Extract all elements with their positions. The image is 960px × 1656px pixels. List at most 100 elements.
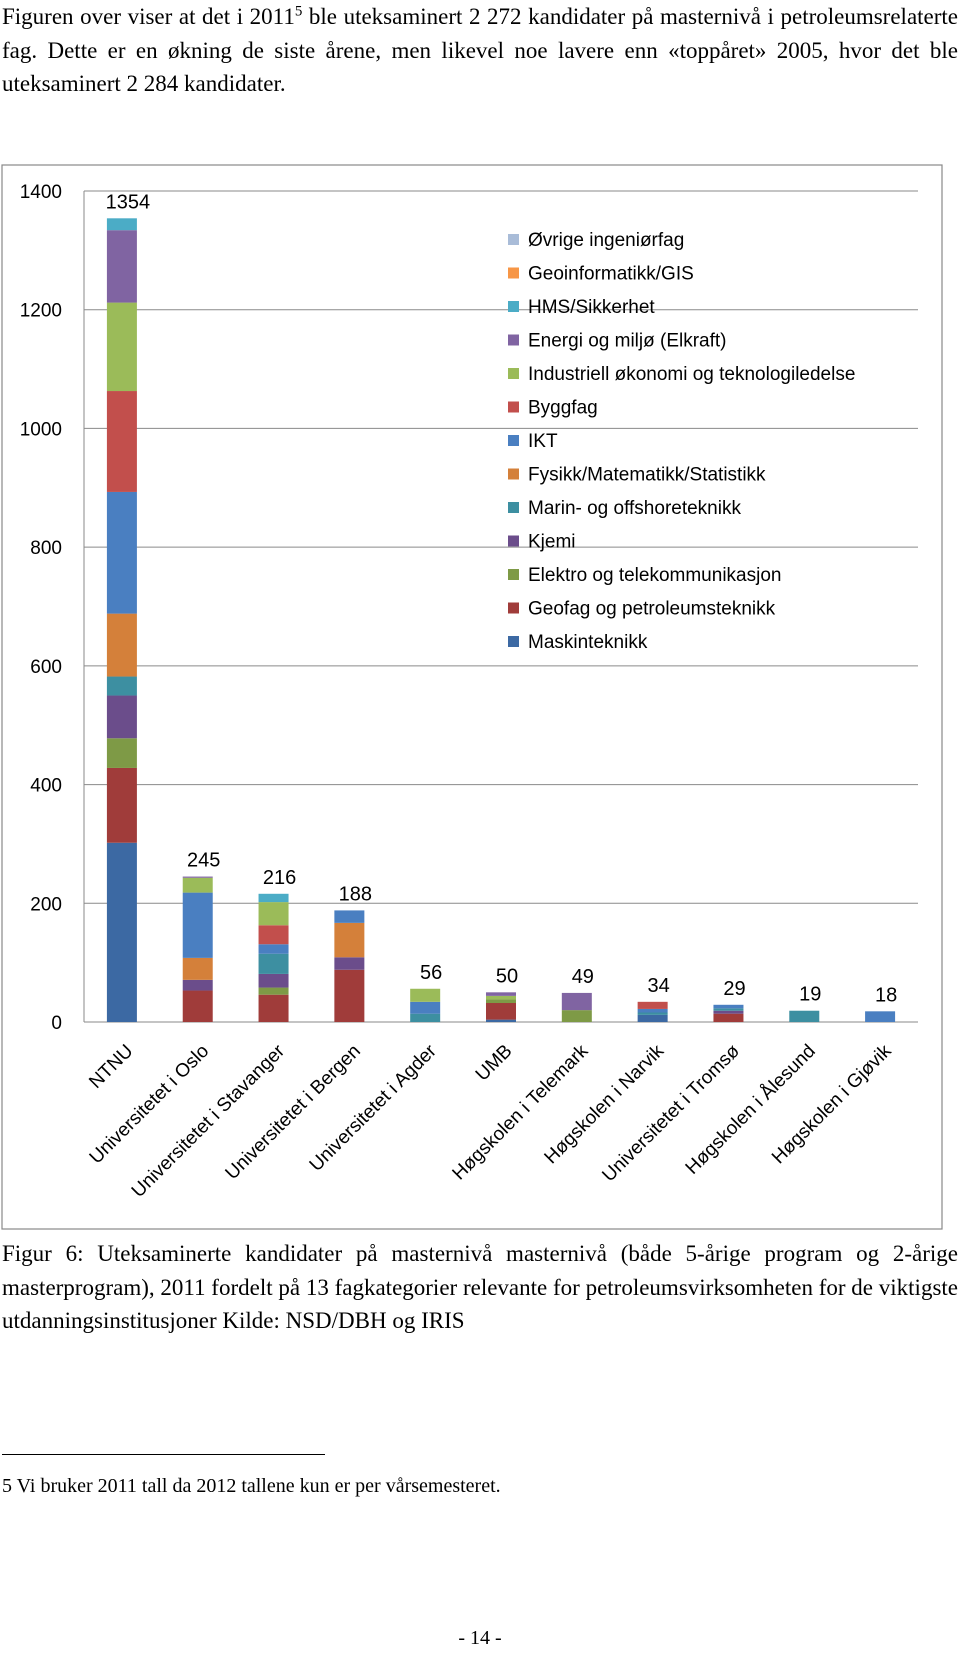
y-tick-label: 1000 bbox=[20, 419, 62, 440]
x-tick-label: Høgskolen i Ålesund bbox=[682, 1041, 820, 1179]
bar-segment bbox=[334, 922, 365, 958]
y-tick-label: 1400 bbox=[20, 182, 62, 203]
total-label: 56 bbox=[420, 962, 442, 984]
x-tick-label: Universitetet i Stavanger bbox=[128, 1040, 290, 1202]
legend-swatch bbox=[508, 401, 519, 413]
bar-segment bbox=[486, 1019, 516, 1022]
legend-swatch bbox=[508, 502, 519, 513]
chart-frame bbox=[1, 164, 943, 1230]
legend-swatch bbox=[508, 636, 519, 647]
legend-label: IKT bbox=[528, 431, 558, 452]
bar-segment bbox=[789, 1010, 820, 1022]
bar-segment bbox=[258, 944, 289, 954]
legend-label: Fysikk/Matematikk/Statistikk bbox=[528, 465, 766, 486]
y-tick-label: 200 bbox=[30, 894, 62, 915]
bar-segment bbox=[106, 491, 137, 614]
bar-segment bbox=[106, 391, 137, 492]
paragraph-text: Figuren over viser at det i 2011 bbox=[2, 4, 295, 29]
legend-label: Byggfag bbox=[528, 398, 598, 419]
bar-segment bbox=[486, 999, 516, 1004]
bar-segment bbox=[334, 957, 365, 970]
bar-segment bbox=[486, 992, 516, 996]
legend-label: Industriell økonomi og teknologiledelse bbox=[528, 364, 855, 385]
bar-segment bbox=[106, 302, 137, 392]
legend-swatch bbox=[508, 267, 519, 279]
y-tick-label: 1200 bbox=[20, 301, 62, 322]
x-tick-label: Universitetet i Tromsø bbox=[598, 1040, 744, 1186]
bar-segment bbox=[258, 893, 289, 903]
chart: 0 200 400 600 800 1000 1200 1400 1354 NTNU 245 Univ… bbox=[1, 164, 943, 1230]
bar-segment bbox=[106, 218, 137, 231]
legend-swatch bbox=[508, 468, 519, 480]
legend-swatch bbox=[508, 234, 519, 245]
x-tick-label: Høgskolen i Telemark bbox=[449, 1040, 593, 1184]
bar-segment bbox=[106, 230, 137, 303]
bar-segment bbox=[486, 995, 516, 1000]
bar-segment bbox=[106, 842, 137, 1022]
total-label: 50 bbox=[496, 965, 518, 987]
legend-label: Elektro og telekommunikasjon bbox=[528, 565, 781, 586]
total-label: 216 bbox=[263, 867, 296, 889]
bar-segment bbox=[106, 676, 137, 696]
legend-swatch bbox=[508, 602, 519, 614]
bar-segment bbox=[637, 1014, 668, 1022]
total-label: 19 bbox=[799, 984, 821, 1006]
legend-label: Geoinformatikk/GIS bbox=[528, 264, 694, 285]
bar-segment bbox=[182, 957, 213, 980]
bar-segment bbox=[637, 1008, 668, 1013]
total-label: 29 bbox=[723, 978, 745, 1000]
bar-segment bbox=[182, 892, 213, 958]
bar-segment bbox=[713, 1008, 744, 1011]
legend-label: HMS/Sikkerhet bbox=[528, 297, 655, 318]
total-label: 49 bbox=[572, 966, 594, 988]
bar-segment bbox=[258, 953, 289, 974]
y-tick-label: 400 bbox=[30, 776, 62, 797]
x-tick-label: UMB bbox=[472, 1041, 517, 1086]
footnote: 5 Vi bruker 2011 tall da 2012 tallene ku… bbox=[2, 1475, 501, 1497]
bar-segment bbox=[410, 988, 441, 1002]
bar-segment bbox=[182, 877, 213, 893]
bar-segment bbox=[106, 695, 137, 739]
bar-segment bbox=[410, 1001, 441, 1014]
footnote-rule bbox=[2, 1454, 325, 1455]
bar-segment bbox=[258, 973, 289, 988]
bar-segment bbox=[334, 910, 365, 923]
legend-label: Kjemi bbox=[528, 532, 576, 553]
paragraph: Figuren over viser at det i 20115 ble ut… bbox=[2, 0, 958, 101]
legend-swatch bbox=[508, 535, 519, 547]
bar-segment bbox=[182, 979, 213, 991]
y-tick-label: 800 bbox=[30, 538, 62, 559]
total-label: 245 bbox=[187, 850, 220, 872]
x-tick-label: Universitetet i Agder bbox=[306, 1040, 442, 1176]
bar-segment bbox=[258, 902, 289, 926]
legend-swatch bbox=[508, 569, 519, 580]
bar-segment bbox=[713, 1010, 744, 1014]
legend-swatch bbox=[508, 334, 519, 346]
bar-segment bbox=[713, 1004, 744, 1009]
y-tick-label: 0 bbox=[51, 1013, 62, 1034]
page-number: - 14 - bbox=[458, 1627, 502, 1649]
bar-segment bbox=[106, 767, 137, 843]
bar-segment bbox=[182, 990, 213, 1022]
total-label: 34 bbox=[648, 975, 670, 997]
legend-label: Marin- og offshoreteknikk bbox=[528, 498, 741, 519]
legend-label: Øvrige ingeniørfag bbox=[528, 230, 684, 251]
bar-segment bbox=[106, 738, 137, 768]
legend-swatch bbox=[508, 435, 519, 446]
bar-segment bbox=[637, 1001, 668, 1009]
legend-swatch bbox=[508, 301, 519, 312]
bar-segment bbox=[637, 1012, 668, 1015]
bar-segment bbox=[258, 987, 289, 995]
bar-segment bbox=[410, 1013, 441, 1022]
bar-segment bbox=[106, 613, 137, 677]
bar-segment bbox=[486, 1003, 516, 1020]
bar-segment bbox=[334, 969, 365, 1022]
footnote-ref: 5 bbox=[294, 3, 303, 20]
total-label: 188 bbox=[339, 883, 372, 905]
legend-label: Maskinteknikk bbox=[528, 632, 648, 653]
legend-swatch bbox=[508, 368, 519, 379]
legend-label: Energi og miljø (Elkraft) bbox=[528, 331, 727, 352]
x-tick-label: Universitetet i Bergen bbox=[222, 1041, 365, 1184]
bar-segment bbox=[561, 992, 592, 1011]
